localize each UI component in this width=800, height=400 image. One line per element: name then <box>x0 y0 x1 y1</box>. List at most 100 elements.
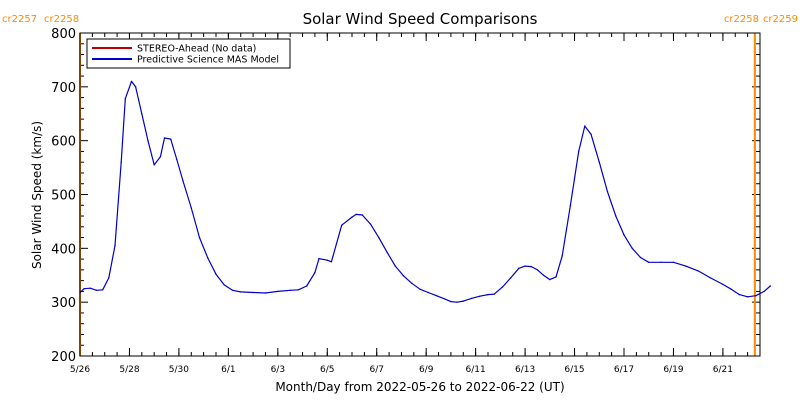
data-point <box>83 288 85 290</box>
data-point <box>524 265 526 267</box>
data-point <box>555 276 557 278</box>
data-point <box>615 215 617 217</box>
data-point <box>763 290 765 293</box>
data-point <box>114 244 116 247</box>
data-point <box>623 234 625 236</box>
y-tick-labels: 200 300 400 500 600 700 800 <box>51 27 76 365</box>
data-point <box>306 285 308 287</box>
data-point <box>510 277 512 279</box>
data-point <box>394 265 396 267</box>
series-layer <box>79 80 771 303</box>
data-point <box>549 278 551 281</box>
data-point <box>355 213 357 216</box>
legend: STEREO-Ahead (No data)Predictive Science… <box>86 38 291 69</box>
data-point <box>207 257 209 259</box>
data-point <box>530 265 532 268</box>
x-tick-label: 6/11 <box>466 365 486 375</box>
x-tick-label: 6/5 <box>320 365 334 375</box>
data-point <box>444 298 446 300</box>
data-point <box>153 164 155 166</box>
data-point <box>435 295 438 297</box>
data-point <box>120 161 122 163</box>
data-point <box>289 289 291 291</box>
data-point <box>159 156 162 158</box>
data-point <box>479 295 481 297</box>
data-point <box>536 269 539 271</box>
data-point <box>639 256 642 259</box>
data-point <box>341 224 343 226</box>
data-point <box>378 236 380 239</box>
data-point <box>215 273 217 275</box>
data-point <box>648 261 650 263</box>
data-point <box>518 267 520 269</box>
data-point <box>746 296 749 298</box>
data-point <box>369 223 372 225</box>
data-point <box>124 98 127 100</box>
x-tick-label: 6/7 <box>369 365 383 375</box>
x-axis-label: Month/Day from 2022-05-26 to 2022-06-22 … <box>275 380 564 394</box>
data-point <box>584 125 586 127</box>
y-tick-label: 500 <box>51 189 76 204</box>
carrington-marker-label: cr2259 <box>763 14 798 25</box>
data-point <box>569 204 572 206</box>
data-point <box>493 293 495 295</box>
data-point <box>411 282 413 284</box>
data-point <box>427 291 429 294</box>
data-point <box>755 295 757 297</box>
data-point <box>147 140 149 142</box>
data-point <box>182 180 184 182</box>
data-point <box>456 301 458 303</box>
x-tick-label: 6/19 <box>663 365 683 375</box>
data-point <box>685 265 687 267</box>
x-tick-labels: 5/26 5/28 5/30 6/1 6/3 6/5 6/7 6/9 6/11 6/13 6/15 6… <box>70 365 733 375</box>
y-tick-label: 800 <box>51 27 76 42</box>
data-point <box>470 297 473 300</box>
data-point <box>102 289 104 291</box>
y-tick-label: 600 <box>51 135 76 150</box>
data-point <box>598 161 600 163</box>
data-point <box>672 261 675 263</box>
data-point <box>163 137 166 139</box>
data-point <box>190 207 192 209</box>
data-point <box>240 291 242 293</box>
x-tick-label: 6/1 <box>221 365 235 375</box>
data-point <box>709 277 712 279</box>
data-point <box>660 261 662 263</box>
data-point <box>697 270 699 272</box>
data-point <box>231 289 234 291</box>
x-tick-label: 5/30 <box>169 365 189 375</box>
data-point <box>252 291 254 294</box>
data-point <box>606 191 609 193</box>
data-point <box>730 288 732 290</box>
legend-box <box>86 38 291 69</box>
data-point <box>264 292 267 294</box>
data-point <box>108 277 110 279</box>
data-point <box>176 158 178 161</box>
data-point <box>501 286 504 288</box>
axis-ticks <box>79 32 761 357</box>
data-point <box>89 287 92 289</box>
data-point <box>361 214 363 216</box>
data-point <box>419 288 421 290</box>
data-point <box>141 113 143 115</box>
x-tick-label: 6/17 <box>614 365 634 375</box>
data-point <box>578 150 580 153</box>
x-tick-label: 6/9 <box>419 365 434 375</box>
data-point <box>769 285 771 287</box>
x-tick-label: 6/21 <box>713 365 733 375</box>
data-point <box>462 300 464 302</box>
data-point <box>487 293 489 296</box>
data-point <box>590 133 592 135</box>
y-axis-label: Solar Wind Speed (km/s) <box>30 121 44 269</box>
data-point <box>297 289 300 291</box>
carrington-marker-label: cr2258 <box>724 14 759 25</box>
data-point <box>542 274 545 276</box>
chart-title: Solar Wind Speed Comparisons <box>303 10 538 28</box>
data-point <box>402 275 405 277</box>
x-tick-label: 6/3 <box>271 365 285 375</box>
data-point <box>738 293 741 296</box>
data-point <box>223 284 225 286</box>
data-point <box>130 80 133 83</box>
data-point <box>561 255 563 257</box>
